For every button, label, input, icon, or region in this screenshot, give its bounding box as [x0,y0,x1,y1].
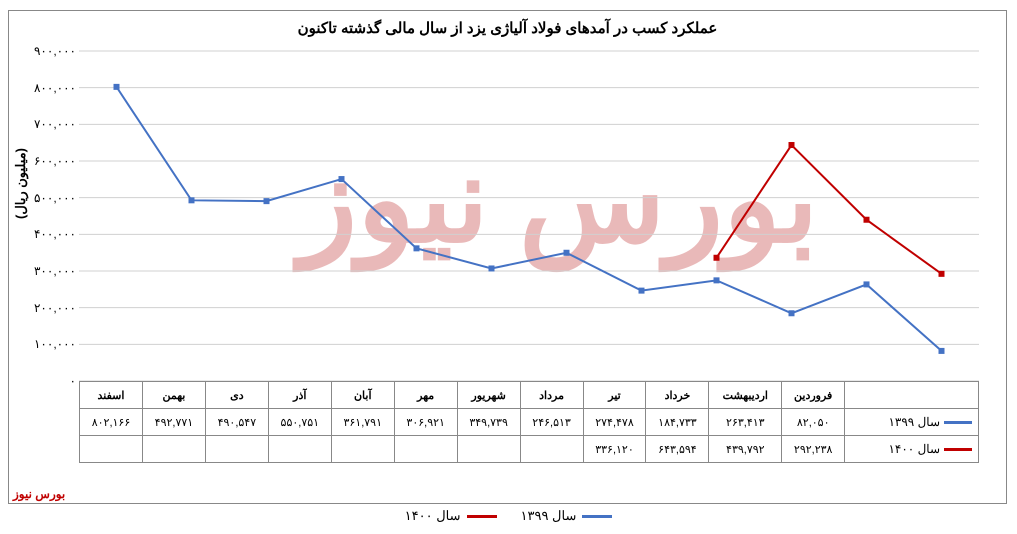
data-cell: ۲۶۳,۴۱۳ [709,409,782,436]
category-header: مهر [394,382,457,409]
data-cell: ۲۴۶,۵۱۳ [520,409,583,436]
data-cell: ۸۲,۰۵۰ [782,409,845,436]
data-point [264,198,270,204]
data-cell: ۳۴۹,۷۳۹ [457,409,520,436]
data-table: فروردیناردیبهشتخردادتیرمردادشهریورمهرآبا… [79,381,979,463]
table-header-row: فروردیناردیبهشتخردادتیرمردادشهریورمهرآبا… [80,382,979,409]
data-cell: ۴۳۹,۷۹۲ [709,436,782,463]
table-corner-cell [845,382,979,409]
category-header: مرداد [520,382,583,409]
data-point [489,265,495,271]
series-name-label: سال ۱۳۹۹ [888,415,940,429]
data-point [864,281,870,287]
category-header: دی [205,382,268,409]
data-cell: ۵۵۰,۷۵۱ [268,409,331,436]
category-header: شهریور [457,382,520,409]
data-point [789,310,795,316]
data-cell [142,436,205,463]
data-cell: ۳۰۶,۹۲۱ [394,409,457,436]
data-cell [457,436,520,463]
y-tick-label: ۳۰۰,۰۰۰ [21,264,76,278]
table-row: سال ۱۴۰۰ ۲۹۲,۲۳۸۴۳۹,۷۹۲۶۴۳,۵۹۴۳۳۶,۱۲۰ [80,436,979,463]
y-tick-label: ۵۰۰,۰۰۰ [21,191,76,205]
series-marker-icon [944,448,972,451]
data-cell: ۴۹۰,۵۴۷ [205,409,268,436]
data-point [714,255,720,261]
footer-brand: بورس نیوز [13,487,65,501]
category-header: خرداد [646,382,709,409]
data-cell: ۴۹۲,۷۷۱ [142,409,205,436]
data-point [189,197,195,203]
legend-label: سال ۱۳۹۹ [521,508,577,523]
data-cell: ۶۴۳,۵۹۴ [646,436,709,463]
y-tick-label: ۴۰۰,۰۰۰ [21,227,76,241]
legend-line-icon [467,515,497,518]
chart-title: عملکرد کسب در آمدهای فولاد آلیاژی یزد از… [9,11,1006,45]
y-tick-label: ۷۰۰,۰۰۰ [21,117,76,131]
series-line [717,145,942,274]
y-tick-label: ۹۰۰,۰۰۰ [21,44,76,58]
data-point [939,271,945,277]
legend-label: سال ۱۴۰۰ [405,508,461,523]
plot-svg [79,51,979,381]
y-tick-label: ۰ [21,374,76,388]
data-cell: ۳۶۱,۷۹۱ [331,409,394,436]
category-header: فروردین [782,382,845,409]
series-label-cell: سال ۱۳۹۹ [845,409,979,436]
data-cell [331,436,394,463]
data-cell: ۸۰۲,۱۶۶ [80,409,143,436]
y-tick-label: ۱۰۰,۰۰۰ [21,337,76,351]
legend-line-icon [582,515,612,518]
legend: سال ۱۳۹۹ سال ۱۴۰۰ [10,508,1007,524]
category-header: اسفند [80,382,143,409]
y-tick-label: ۲۰۰,۰۰۰ [21,301,76,315]
data-cell [520,436,583,463]
data-cell: ۳۳۶,۱۲۰ [583,436,646,463]
data-cell [268,436,331,463]
chart-container: عملکرد کسب در آمدهای فولاد آلیاژی یزد از… [8,10,1007,504]
data-point [114,84,120,90]
category-header: تیر [583,382,646,409]
data-cell [80,436,143,463]
category-header: آذر [268,382,331,409]
y-tick-label: ۸۰۰,۰۰۰ [21,81,76,95]
series-marker-icon [944,421,972,424]
table-row: سال ۱۳۹۹ ۸۲,۰۵۰۲۶۳,۴۱۳۱۸۴,۷۳۳۲۷۴,۴۷۸۲۴۶,۵… [80,409,979,436]
plot-area [79,51,979,381]
data-point [714,277,720,283]
series-label-cell: سال ۱۴۰۰ [845,436,979,463]
series-line [117,87,942,351]
category-header: بهمن [142,382,205,409]
data-cell [205,436,268,463]
data-cell [394,436,457,463]
category-header: اردیبهشت [709,382,782,409]
data-point [789,142,795,148]
y-tick-label: ۶۰۰,۰۰۰ [21,154,76,168]
data-cell: ۲۹۲,۲۳۸ [782,436,845,463]
series-name-label: سال ۱۴۰۰ [888,442,940,456]
legend-item: سال ۱۳۹۹ [521,508,613,524]
legend-item: سال ۱۴۰۰ [405,508,497,524]
data-point [939,348,945,354]
data-point [564,250,570,256]
category-header: آبان [331,382,394,409]
data-point [339,176,345,182]
data-cell: ۱۸۴,۷۳۳ [646,409,709,436]
data-cell: ۲۷۴,۴۷۸ [583,409,646,436]
data-point [639,288,645,294]
data-point [414,245,420,251]
data-point [864,217,870,223]
